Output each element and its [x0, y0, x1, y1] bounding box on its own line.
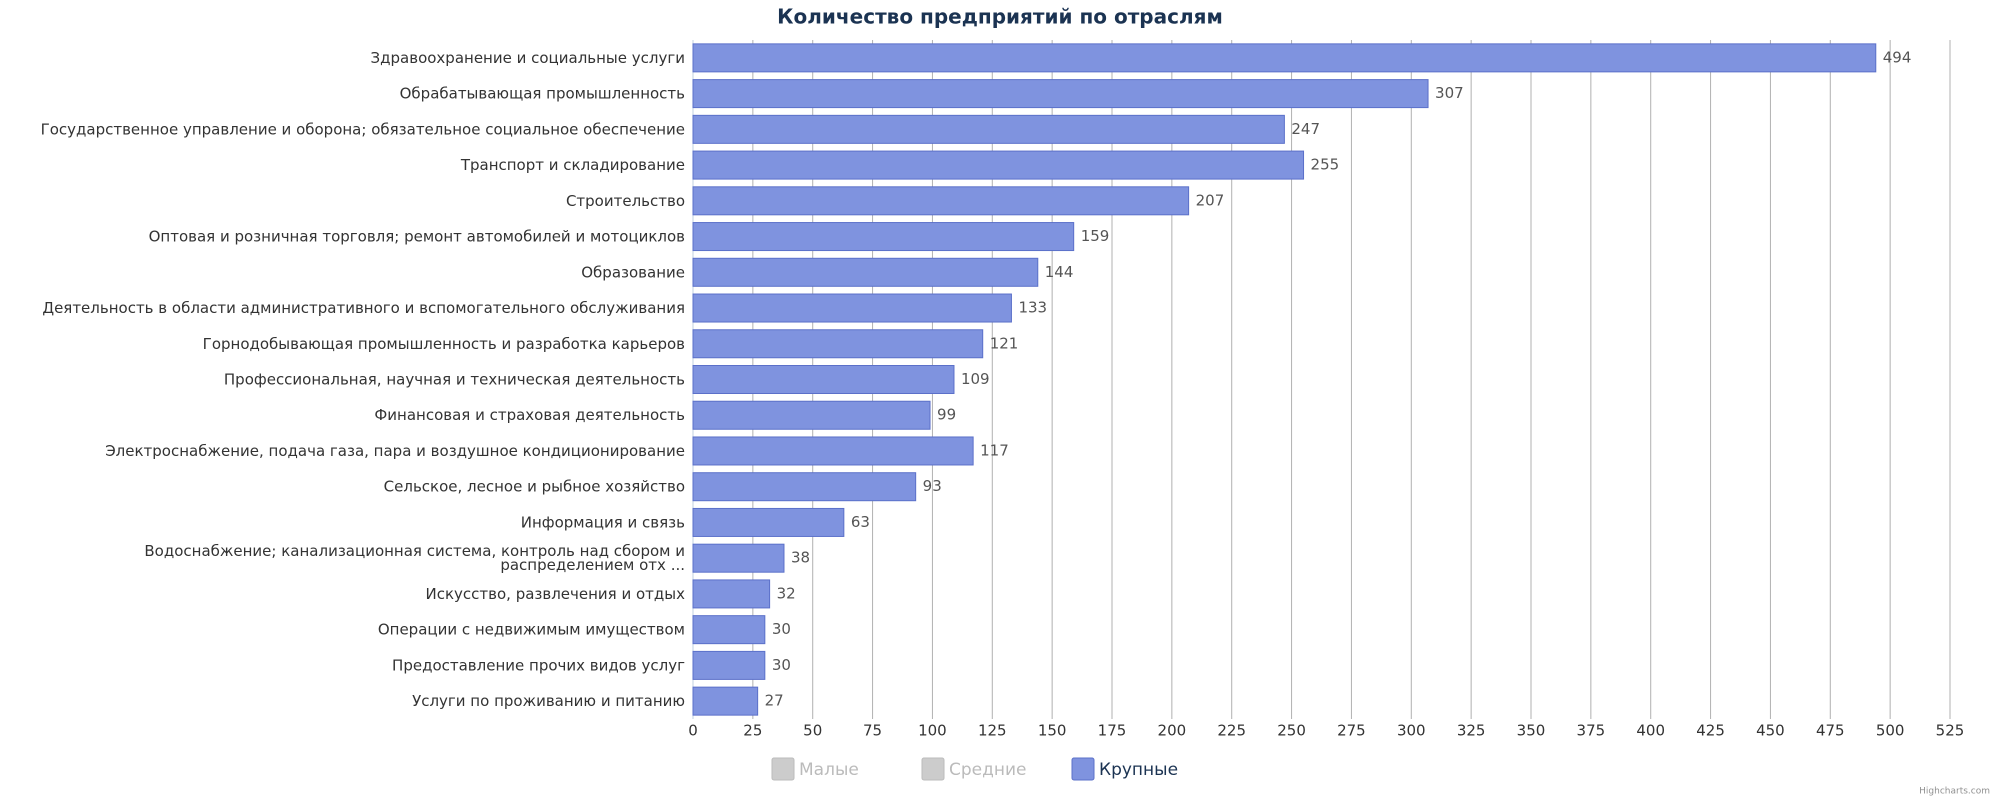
legend-swatch[interactable]	[771, 757, 795, 781]
legend-swatch[interactable]	[921, 757, 945, 781]
value-label: 63	[851, 513, 870, 531]
value-label: 93	[923, 477, 942, 495]
credit[interactable]: Highcharts.com	[1919, 787, 1990, 797]
x-tick-label: 450	[1756, 722, 1785, 740]
bar	[692, 615, 766, 645]
category-label: Сельское, лесное и рыбное хозяйство	[384, 477, 685, 495]
x-tick-label: 100	[918, 722, 947, 740]
bar	[692, 79, 1429, 109]
category-label: Услуги по проживанию и питанию	[412, 692, 685, 710]
x-tick-label: 275	[1337, 722, 1366, 740]
x-tick-label: 425	[1696, 722, 1725, 740]
legend-label[interactable]: Крупные	[1099, 760, 1178, 780]
value-label: 32	[777, 584, 796, 602]
value-label: 27	[765, 692, 784, 710]
value-label: 38	[791, 549, 810, 567]
x-tick-label: 250	[1277, 722, 1306, 740]
bar	[692, 365, 955, 394]
bar	[692, 579, 771, 609]
category-label: Операции с недвижимым имуществом	[378, 620, 685, 638]
x-tick-label: 500	[1876, 722, 1905, 740]
legend-swatch[interactable]	[1071, 757, 1095, 781]
x-tick-label: 300	[1397, 722, 1426, 740]
bar	[692, 400, 931, 430]
x-tick-label: 400	[1636, 722, 1665, 740]
x-tick-label: 525	[1936, 722, 1965, 740]
value-label: 255	[1311, 156, 1340, 174]
bar	[692, 293, 1012, 323]
bar	[692, 43, 1877, 73]
category-label: Профессиональная, научная и техническая …	[224, 370, 685, 388]
bar	[692, 186, 1190, 216]
category-label: Искусство, развлечения и отдых	[426, 584, 686, 602]
value-label: 247	[1291, 120, 1320, 138]
value-label: 99	[937, 406, 956, 424]
legend-label[interactable]: Средние	[949, 760, 1027, 780]
category-label: Информация и связь	[521, 513, 685, 531]
category-label: Электроснабжение, подача газа, пара и во…	[105, 441, 685, 459]
x-tick-label: 350	[1517, 722, 1546, 740]
value-label: 144	[1045, 263, 1074, 281]
category-label: Обрабатывающая промышленность	[400, 84, 685, 102]
bar	[692, 222, 1075, 252]
category-label: Водоснабжение; канализационная система, …	[144, 542, 685, 574]
x-tick-label: 225	[1217, 722, 1246, 740]
value-label: 30	[772, 656, 791, 674]
legend-label[interactable]: Малые	[799, 760, 859, 780]
x-tick-label: 325	[1457, 722, 1486, 740]
bar	[692, 150, 1305, 180]
category-label: Деятельность в области административного…	[42, 299, 685, 317]
value-label: 207	[1196, 191, 1225, 209]
category-label: Предоставление прочих видов услуг	[392, 656, 685, 674]
category-label: Строительство	[566, 191, 685, 209]
category-label: Финансовая и страховая деятельность	[374, 406, 685, 424]
category-label: Государственное управление и оборона; об…	[41, 120, 685, 138]
bar	[692, 114, 1285, 144]
value-label: 121	[990, 334, 1019, 352]
category-label: Оптовая и розничная торговля; ремонт авт…	[149, 227, 685, 245]
x-tick-label: 125	[978, 722, 1007, 740]
bar	[692, 472, 917, 502]
chart-title: Количество предприятий по отраслям	[777, 5, 1223, 29]
value-label: 117	[980, 441, 1009, 459]
bar	[692, 329, 984, 359]
x-tick-label: 375	[1577, 722, 1606, 740]
category-label: Образование	[581, 263, 685, 281]
value-label: 30	[772, 620, 791, 638]
category-label: Транспорт и складирование	[460, 156, 685, 174]
category-label: Здравоохранение и социальные услуги	[371, 48, 685, 66]
bar	[692, 507, 845, 537]
x-tick-label: 175	[1098, 722, 1127, 740]
bar	[692, 650, 766, 680]
x-tick-label: 25	[743, 722, 762, 740]
bar	[692, 686, 759, 716]
bar	[692, 436, 974, 466]
x-tick-label: 75	[863, 722, 882, 740]
x-tick-label: 200	[1158, 722, 1187, 740]
x-tick-label: 475	[1816, 722, 1845, 740]
x-tick-label: 150	[1038, 722, 1067, 740]
value-label: 494	[1883, 48, 1912, 66]
bar	[692, 543, 785, 573]
x-tick-label: 0	[688, 722, 698, 740]
value-label: 109	[961, 370, 990, 388]
bar	[692, 257, 1039, 287]
value-label: 133	[1018, 299, 1047, 317]
category-label: Горнодобывающая промышленность и разрабо…	[203, 334, 685, 352]
x-tick-label: 50	[803, 722, 822, 740]
value-label: 307	[1435, 84, 1464, 102]
value-label: 159	[1081, 227, 1110, 245]
